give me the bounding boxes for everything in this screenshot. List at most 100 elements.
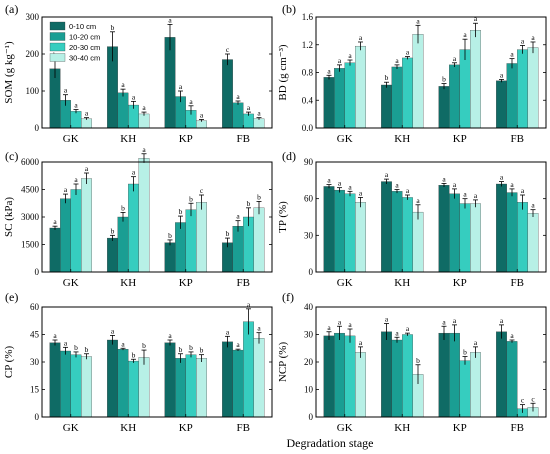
legend-swatch xyxy=(49,42,66,52)
bar xyxy=(232,226,244,273)
x-tick-label: FB xyxy=(511,133,524,145)
y-tick-label: 0 xyxy=(35,123,40,133)
y-tick-label: 0.8 xyxy=(302,68,314,78)
significance-letter: a xyxy=(247,300,251,309)
bar xyxy=(517,202,528,273)
bar xyxy=(138,113,150,129)
bar xyxy=(449,64,460,129)
significance-letter: a xyxy=(442,174,446,183)
y-axis-label: BD (g cm⁻³) xyxy=(277,44,289,100)
bar xyxy=(438,86,450,129)
legend-label: 30-40 cm xyxy=(69,54,100,63)
significance-letter: a xyxy=(257,109,261,118)
x-tick-label: KP xyxy=(453,277,467,289)
x-tick-label: FB xyxy=(237,277,250,289)
significance-letter: a xyxy=(395,56,399,65)
bar xyxy=(243,113,254,129)
bar xyxy=(402,334,413,418)
significance-letter: a xyxy=(510,180,514,189)
significance-letter: b xyxy=(85,345,89,354)
significance-letter: a xyxy=(385,170,389,179)
bar xyxy=(412,211,424,273)
bar xyxy=(391,191,403,273)
y-axis-label: TP (%) xyxy=(277,201,289,233)
y-axis-label: CP (%) xyxy=(3,346,15,379)
bar xyxy=(128,360,139,418)
panel-letter: (d) xyxy=(282,149,296,163)
bar xyxy=(527,213,539,273)
bar xyxy=(470,203,481,273)
panel-letter: (b) xyxy=(282,2,296,16)
significance-letter: a xyxy=(132,168,136,177)
bar xyxy=(175,222,186,273)
bar xyxy=(232,349,244,418)
bar xyxy=(344,62,356,129)
significance-letter: a xyxy=(168,15,172,24)
x-tick-label: KP xyxy=(453,133,467,145)
bar xyxy=(344,193,356,273)
significance-letter: a xyxy=(474,191,478,200)
y-tick-label: 4500 xyxy=(21,185,40,195)
significance-letter: b xyxy=(442,75,446,84)
significance-letter: a xyxy=(521,36,525,45)
significance-letter: a xyxy=(236,92,240,101)
x-tick-label: KH xyxy=(394,133,410,145)
significance-letter: a xyxy=(142,103,146,112)
y-tick-label: 45 xyxy=(30,330,40,340)
y-tick-label: 1.2 xyxy=(302,40,313,50)
significance-letter: a xyxy=(327,66,331,75)
significance-letter: a xyxy=(359,33,363,42)
significance-letter: a xyxy=(85,164,89,173)
significance-letter: b xyxy=(385,73,389,82)
significance-letter: b xyxy=(142,341,146,350)
y-tick-label: 90 xyxy=(304,157,314,167)
x-tick-label: GK xyxy=(63,133,79,145)
bar xyxy=(334,68,345,129)
bar xyxy=(496,80,507,129)
significance-letter: a xyxy=(247,103,251,112)
significance-letter: a xyxy=(395,328,399,337)
legend-swatch xyxy=(49,21,66,31)
bar xyxy=(496,331,507,418)
bar xyxy=(138,158,150,273)
significance-letter: a xyxy=(53,331,57,340)
plot-frame xyxy=(315,161,547,273)
y-tick-label: 0 xyxy=(35,267,40,277)
bar xyxy=(107,237,118,273)
significance-letter: a xyxy=(359,338,363,347)
significance-letter: a xyxy=(64,86,68,95)
significance-letter: a xyxy=(359,188,363,197)
bar xyxy=(222,341,233,418)
x-tick-label: KP xyxy=(453,422,467,434)
x-tick-label: GK xyxy=(63,422,79,434)
bar xyxy=(334,189,345,273)
chart-panel-2: (c)SC (kPa)01500300045006000aaaaGKbbaaKH… xyxy=(3,145,273,289)
bar xyxy=(344,335,356,418)
bar xyxy=(222,59,233,129)
significance-letter: a xyxy=(348,320,352,329)
significance-letter: b xyxy=(463,348,467,357)
y-tick-label: 30 xyxy=(304,230,314,240)
significance-letter: b xyxy=(168,231,172,240)
y-axis-label: NCP (%) xyxy=(277,342,289,383)
significance-letter: a xyxy=(500,316,504,325)
significance-letter: a xyxy=(406,48,410,57)
y-tick-label: 3000 xyxy=(21,212,40,222)
y-tick-label: 0 xyxy=(35,412,40,422)
significance-letter: a xyxy=(500,70,504,79)
x-tick-label: GK xyxy=(337,277,353,289)
bar xyxy=(449,193,460,273)
x-tick-label: KH xyxy=(120,422,136,434)
x-tick-label: KP xyxy=(179,133,193,145)
x-tick-label: KH xyxy=(394,277,410,289)
significance-letter: a xyxy=(338,317,342,326)
bar xyxy=(253,118,265,129)
y-tick-label: 40 xyxy=(304,302,314,312)
bar xyxy=(323,186,335,273)
significance-letter: a xyxy=(338,179,342,188)
bar xyxy=(470,352,481,418)
bar xyxy=(243,321,254,418)
bar xyxy=(70,354,82,418)
y-tick-label: 20 xyxy=(304,357,314,367)
